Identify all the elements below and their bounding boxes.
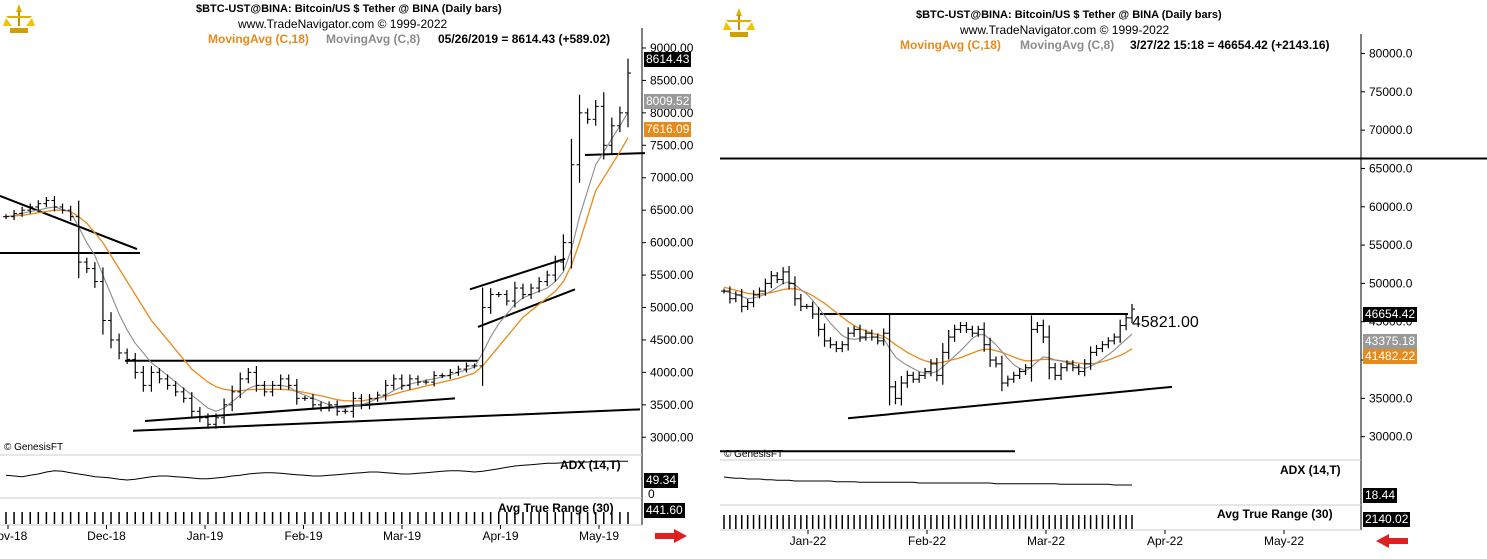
atr-label: Avg True Range (30) xyxy=(498,501,614,515)
level-annotation: 45821.00 xyxy=(1132,314,1199,331)
adx-line xyxy=(723,476,1132,486)
ma8-value-box: 8009.52 xyxy=(644,94,692,109)
ma8-legend: MovingAvg (C,8) xyxy=(1020,38,1115,52)
y-tick-label: 3500.00 xyxy=(650,398,694,412)
y-tick-label: 75000.0 xyxy=(1369,85,1413,99)
genesis-label: © GenesisFT xyxy=(724,449,784,460)
y-tick-label: 6500.00 xyxy=(650,203,694,217)
y-tick-label: 80000.0 xyxy=(1369,46,1413,60)
x-tick-label: Jan-19 xyxy=(187,529,224,543)
atr-label: Avg True Range (30) xyxy=(1217,507,1333,521)
ma18-value-box: 41482.22 xyxy=(1363,349,1418,364)
ma18-value-box: 7616.09 xyxy=(644,122,692,137)
trend-line xyxy=(477,288,576,328)
x-tick-label: Feb-19 xyxy=(284,529,322,543)
chart-title: $BTC-UST@BINA: Bitcoin/US $ Tether @ BIN… xyxy=(916,9,1222,21)
x-tick-label: Mar-22 xyxy=(1027,534,1065,548)
trend-line xyxy=(847,385,1173,420)
adx-label: ADX (14,T) xyxy=(1280,463,1341,477)
trend-line xyxy=(469,257,566,291)
price-readout: 3/27/22 15:18 = 46654.42 (+2143.16) xyxy=(1130,38,1330,52)
atr-value-box: 2140.02 xyxy=(1363,512,1411,527)
y-tick-label: 70000.0 xyxy=(1369,123,1413,137)
ma18-line xyxy=(723,286,1133,365)
trade-navigator-logo-icon xyxy=(2,2,36,36)
y-tick-label: 9000.00 xyxy=(650,41,694,55)
x-tick-label: Dec-18 xyxy=(87,529,126,543)
ma18-legend: MovingAvg (C,18) xyxy=(900,38,1001,52)
y-tick-label: 3000.00 xyxy=(650,430,694,444)
x-tick-label: Feb-22 xyxy=(908,534,946,548)
ma8-line xyxy=(723,281,1133,374)
trend-line xyxy=(144,397,456,423)
ma8-value-box: 43375.18 xyxy=(1363,334,1418,349)
price-readout: 05/26/2019 = 8614.43 (+589.02) xyxy=(438,32,611,46)
x-tick-label: Apr-19 xyxy=(482,529,518,543)
y-tick-label: 50000.0 xyxy=(1369,276,1413,290)
y-tick-label: 4000.00 xyxy=(650,365,694,379)
ma8-legend: MovingAvg (C,8) xyxy=(326,32,421,46)
y-tick-label: 5000.00 xyxy=(650,301,694,315)
ma18-legend: MovingAvg (C,18) xyxy=(208,32,309,46)
chart-panel-right: $BTC-UST@BINA: Bitcoin/US $ Tether @ BIN… xyxy=(720,0,1487,559)
x-tick-label: May-19 xyxy=(579,529,619,543)
y-tick-label: 5500.00 xyxy=(650,268,694,282)
y-tick-label: 6000.00 xyxy=(650,236,694,250)
ma8-line xyxy=(5,112,629,412)
adx-value-box: 18.44 xyxy=(1363,488,1398,503)
x-tick-label: Nov-18 xyxy=(0,529,28,543)
y-tick-label: 7000.00 xyxy=(650,171,694,185)
chart-area: 9000.00 8500.00 8000.00 7500.00 7000.00 6500.… xyxy=(0,28,694,543)
chart-area: 80000.0 75000.0 70000.0 65000.0 60000.0 55000… xyxy=(720,34,1487,548)
y-tick-label: 8500.00 xyxy=(650,73,694,87)
x-tick-label: Apr-22 xyxy=(1147,534,1183,548)
adx-value-box: 49.34 xyxy=(644,473,679,488)
copyright: www.TradeNavigator.com © 1999-2022 xyxy=(238,17,448,31)
chart-panel-left: $BTC-UST@BINA: Bitcoin/US $ Tether @ BIN… xyxy=(0,0,700,559)
trend-line xyxy=(584,152,646,157)
x-tick-label: Jan-22 xyxy=(790,534,827,548)
x-tick-label: May-22 xyxy=(1264,534,1304,548)
close-value-box: 46654.42 xyxy=(1363,307,1418,322)
trend-line xyxy=(0,194,138,251)
y-tick-label: 55000.0 xyxy=(1369,238,1413,252)
chart-title: $BTC-UST@BINA: Bitcoin/US $ Tether @ BIN… xyxy=(196,3,502,15)
y-tick-label: 8000.00 xyxy=(650,106,694,120)
y-tick-label: 65000.0 xyxy=(1369,161,1413,175)
y-tick-label: 60000.0 xyxy=(1369,200,1413,214)
ma18-line xyxy=(5,137,629,402)
y-tick-label: 35000.0 xyxy=(1369,391,1413,405)
atr-value-box: 441.60 xyxy=(644,503,685,518)
close-value-box: 8614.43 xyxy=(644,52,692,67)
adx-label: ADX (14,T) xyxy=(560,458,621,472)
adx-line xyxy=(5,460,628,481)
adx-zero-label: 0 xyxy=(648,487,655,501)
scroll-right-arrow-icon[interactable] xyxy=(654,528,688,544)
genesis-label: © GenesisFT xyxy=(4,442,64,453)
y-tick-label: 30000.0 xyxy=(1369,430,1413,444)
x-tick-label: Mar-19 xyxy=(383,529,421,543)
trend-line xyxy=(132,408,641,432)
scroll-left-arrow-icon[interactable] xyxy=(1375,533,1409,549)
y-tick-label: 4500.00 xyxy=(650,333,694,347)
trade-navigator-logo-icon xyxy=(722,6,756,40)
y-tick-label: 7500.00 xyxy=(650,138,694,152)
copyright: www.TradeNavigator.com © 1999-2022 xyxy=(960,23,1170,37)
